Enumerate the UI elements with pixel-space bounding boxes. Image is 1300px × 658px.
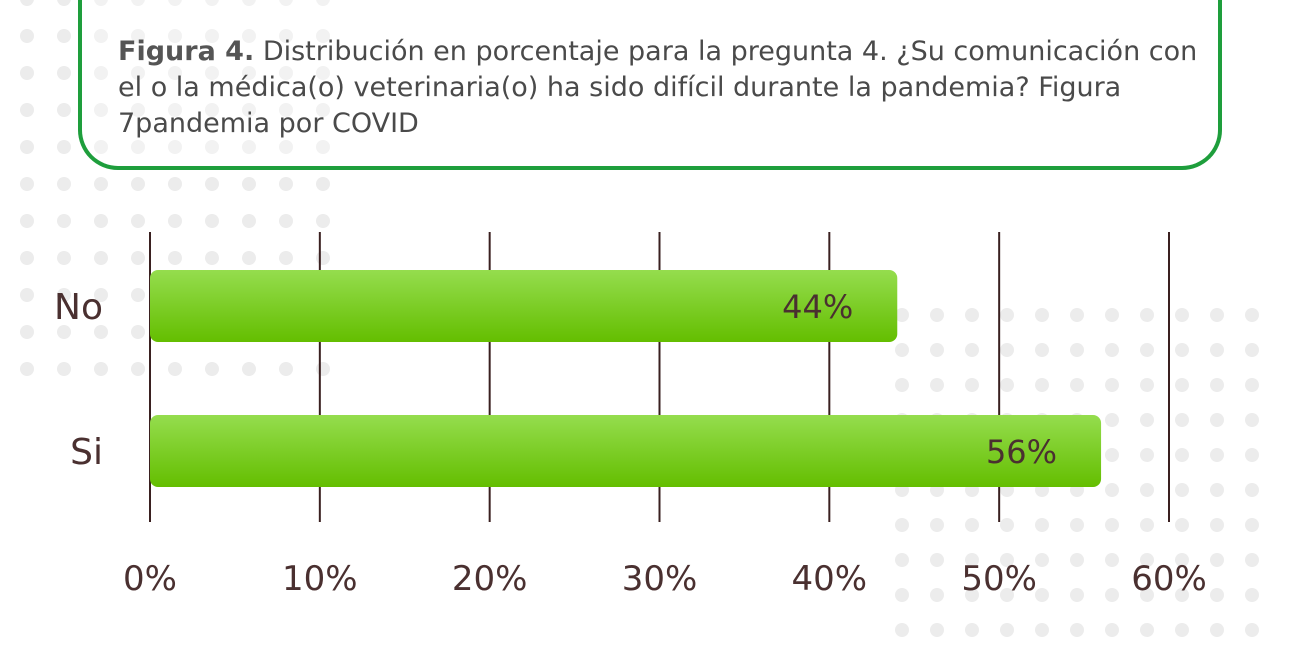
data-label: 56% [986, 433, 1057, 471]
x-tick-label: 10% [282, 559, 358, 599]
x-tick-label: 0% [123, 559, 177, 599]
bar-no [150, 270, 898, 342]
data-label: 44% [782, 288, 853, 326]
x-tick-label: 60% [1131, 559, 1207, 599]
category-label: Si [70, 432, 103, 473]
x-tick-label: 40% [792, 559, 868, 599]
caption-frame [78, 0, 1222, 170]
decorative-dot-pattern-right [895, 308, 1280, 658]
labels: 0% 10% 20% 30% 40% 50% 60% No 44% Si 56% [54, 287, 1207, 599]
bar-si [150, 415, 1102, 487]
bars [150, 270, 1102, 487]
caption-label: Figura 4. [118, 36, 255, 67]
x-tick-label: 50% [961, 559, 1037, 599]
category-label: No [54, 287, 103, 328]
x-tick-label: 30% [622, 559, 698, 599]
figure-caption: Figura 4. Distribución en porcentaje par… [118, 34, 1198, 142]
bar-chart: 0% 10% 20% 30% 40% 50% 60% No 44% Si 56% [54, 232, 1207, 599]
caption-body: Distribución en porcentaje para la pregu… [118, 36, 1198, 139]
x-tick-label: 20% [452, 559, 528, 599]
